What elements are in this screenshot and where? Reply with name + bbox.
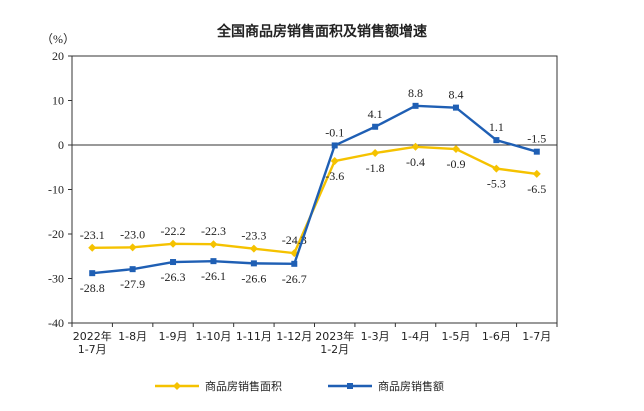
x-tick-label: 1-4月: [401, 330, 430, 343]
data-label: -0.4: [406, 155, 425, 169]
data-label: -28.8: [80, 281, 105, 295]
legend-label: 商品房销售面积: [205, 379, 282, 393]
legend: 商品房销售面积 商品房销售额: [155, 379, 444, 393]
legend-label: 商品房销售额: [378, 379, 444, 393]
data-point: [209, 240, 218, 249]
data-label: -1.8: [366, 161, 385, 175]
x-tick-label: 1-9月: [159, 330, 188, 343]
data-point: [88, 243, 97, 252]
data-label: -0.1: [325, 125, 344, 139]
x-tick-label: 2023年: [315, 329, 354, 343]
data-label: 1.1: [489, 120, 504, 134]
data-label: -26.7: [282, 272, 307, 286]
data-point: [411, 142, 420, 151]
data-point: [533, 148, 540, 155]
data-label: -22.2: [161, 224, 186, 238]
x-tick-label: 1-12月: [276, 330, 312, 343]
x-tick-label: 1-2月: [320, 343, 349, 356]
legend-item-2: 商品房销售额: [328, 379, 444, 393]
data-point: [291, 260, 298, 267]
data-point: [250, 260, 257, 267]
data-point: [532, 169, 541, 178]
data-label: -1.5: [527, 132, 546, 146]
data-point: [451, 145, 460, 154]
data-label: 4.1: [368, 107, 383, 121]
data-label: -26.6: [241, 271, 266, 285]
x-tick-label: 1-8月: [118, 330, 147, 343]
data-point: [290, 249, 299, 258]
y-tick-label: -30: [48, 272, 64, 286]
series-2: -28.8 -27.9 -26.3 -26.1 -26.6 -26.7 -0.1 4.1 8.8…: [80, 86, 547, 295]
y-axis-unit-label: （%）: [41, 32, 75, 46]
data-point: [493, 137, 500, 144]
data-point: [89, 270, 96, 277]
data-point: [452, 104, 459, 111]
x-tick-label: 2022年: [73, 329, 112, 343]
data-label: -23.3: [241, 229, 266, 243]
x-tick-label: 1-7月: [78, 343, 107, 356]
legend-swatch-marker: [347, 383, 353, 389]
y-tick-label: 10: [52, 94, 64, 108]
data-label: -6.5: [527, 182, 546, 196]
x-tick-label: 1-7月: [522, 330, 551, 343]
legend-item-1: 商品房销售面积: [155, 379, 282, 393]
data-point: [372, 123, 379, 130]
data-label: -27.9: [120, 277, 145, 291]
data-label: -26.1: [201, 269, 226, 283]
data-point: [331, 142, 338, 149]
y-tick-label: -10: [48, 183, 64, 197]
x-tick-label: 1-11月: [236, 330, 272, 343]
data-point: [412, 102, 419, 109]
data-point: [492, 164, 501, 173]
legend-swatch-marker: [173, 382, 181, 390]
data-point: [129, 266, 136, 273]
data-point: [169, 239, 178, 248]
y-axis-ticks: 20 10 0 -10 -20 -30 -40: [48, 49, 72, 330]
data-label: -26.3: [161, 270, 186, 284]
series-line: [92, 145, 537, 255]
y-tick-label: -20: [48, 227, 64, 241]
data-label: -0.9: [446, 157, 465, 171]
data-label: 8.4: [448, 88, 463, 102]
series-layer: -23.1 -23.0 -22.2 -22.3 -23.3 -24.3-3.6-1.8 -0…: [80, 86, 547, 295]
series-line: [92, 104, 538, 275]
data-point: [128, 243, 137, 252]
data-label: -23.0: [120, 227, 145, 241]
data-label: -22.3: [201, 224, 226, 238]
data-label: -3.6: [325, 169, 344, 183]
data-label: -5.3: [487, 177, 506, 191]
data-point: [170, 259, 177, 266]
data-point: [371, 149, 380, 158]
y-tick-label: 20: [52, 49, 64, 63]
x-tick-label: 1-10月: [195, 330, 231, 343]
x-tick-label: 1-6月: [482, 330, 511, 343]
data-label: -23.1: [80, 228, 105, 242]
data-point: [330, 157, 339, 166]
data-point: [249, 244, 258, 253]
data-point: [210, 258, 217, 265]
chart-title: 全国商品房销售面积及销售额增速: [216, 23, 427, 40]
y-tick-label: -40: [48, 316, 64, 330]
data-label: 8.8: [408, 86, 423, 100]
x-tick-label: 1-3月: [361, 330, 390, 343]
series-1: -23.1 -23.0 -22.2 -22.3 -23.3 -24.3-3.6-1.8 -0…: [80, 142, 546, 258]
x-tick-label: 1-5月: [441, 330, 470, 343]
y-tick-label: 0: [58, 138, 64, 152]
